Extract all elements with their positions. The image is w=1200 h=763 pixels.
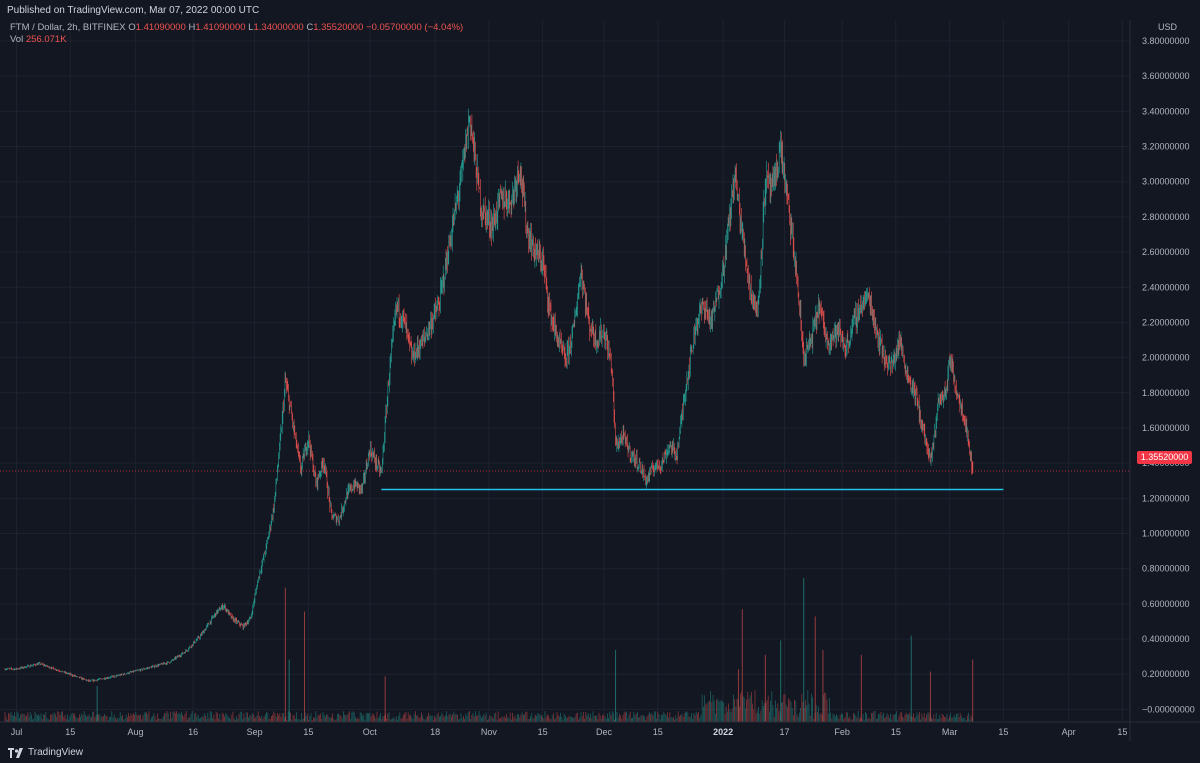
- volume-value: 256.071K: [25, 34, 67, 45]
- last-price-label: 1.35520000: [1137, 451, 1192, 464]
- time-tick-label: Jul: [11, 727, 23, 737]
- time-tick-label: 18: [430, 727, 440, 737]
- ohlc-h: H1.41090000: [185, 22, 246, 33]
- price-tick-label: 1.00000000: [1142, 529, 1190, 539]
- time-tick-label: 16: [188, 727, 198, 737]
- price-axis: 3.80000000 3.60000000 3.40000000 3.20000000…: [1129, 20, 1195, 741]
- symbol-name: FTM / Dollar, 2h, BITFINEX: [10, 22, 126, 33]
- price-tick-label: 0.60000000: [1142, 599, 1190, 609]
- ohlc-l: L1.34000000: [245, 22, 304, 33]
- tradingview-logo[interactable]: TradingView: [8, 747, 83, 758]
- price-tick-label: 2.40000000: [1142, 282, 1190, 292]
- time-tick-label: Aug: [128, 727, 144, 737]
- ohlc-values: O1.41090000 H1.41090000 L1.34000000 C1.3…: [128, 22, 363, 33]
- price-tick-label: 3.20000000: [1142, 142, 1190, 152]
- price-tick-label: 3.60000000: [1142, 71, 1190, 81]
- time-tick-label: Sep: [247, 727, 263, 737]
- publish-header: Published on TradingView.com, Mar 07, 20…: [0, 0, 1200, 20]
- ohlc-o: O1.41090000: [128, 22, 186, 33]
- time-tick-label: 15: [891, 727, 901, 737]
- price-tick-label: 3.40000000: [1142, 106, 1190, 116]
- volume-bars: [4, 578, 974, 722]
- publish-text: Published on TradingView.com, Mar 07, 20…: [7, 5, 260, 16]
- time-tick-label: 15: [303, 727, 313, 737]
- volume-legend: Vol 256.071K: [10, 34, 67, 45]
- currency-label[interactable]: USD: [1158, 22, 1178, 32]
- chart-overlays: [0, 470, 1130, 491]
- chart-grid: [0, 20, 1130, 722]
- time-tick-label: Apr: [1062, 727, 1076, 737]
- price-tick-label: 3.00000000: [1142, 177, 1190, 187]
- tradingview-logo-icon: [8, 747, 23, 758]
- time-tick-label: Dec: [596, 727, 613, 737]
- price-tick-label: 1.20000000: [1142, 493, 1190, 503]
- time-axis: Jul 15 Aug 16 Sep 15 Oct 18 Nov 15 Dec 15 2022 17 Feb 1…: [0, 721, 1200, 737]
- price-tick-label: 2.00000000: [1142, 353, 1190, 363]
- time-tick-label: Oct: [363, 727, 378, 737]
- time-tick-label: Nov: [481, 727, 498, 737]
- time-tick-label: Mar: [942, 727, 958, 737]
- price-tick-label: 0.20000000: [1142, 669, 1190, 679]
- price-tick-label: 1.60000000: [1142, 423, 1190, 433]
- price-tick-label: 2.80000000: [1142, 212, 1190, 222]
- time-tick-label: 15: [1117, 727, 1127, 737]
- time-tick-label: 15: [653, 727, 663, 737]
- time-tick-label: 15: [998, 727, 1008, 737]
- price-tick-label: 2.60000000: [1142, 247, 1190, 257]
- tradingview-logo-text: TradingView: [28, 747, 84, 758]
- candlestick-series: [4, 108, 974, 683]
- change-value: −0.05700000 (−4.04%): [366, 22, 464, 33]
- time-tick-label: 15: [65, 727, 75, 737]
- price-tick-label: 0.40000000: [1142, 634, 1190, 644]
- time-tick-label: Feb: [834, 727, 850, 737]
- price-tick-label: 1.80000000: [1142, 388, 1190, 398]
- chart-footer: TradingView: [0, 741, 1200, 763]
- symbol-legend: FTM / Dollar, 2h, BITFINEX O1.41090000 H…: [10, 22, 463, 33]
- price-tick-label: 0.80000000: [1142, 564, 1190, 574]
- time-tick-label: 2022: [713, 727, 733, 737]
- volume-label: Vol: [10, 34, 24, 45]
- price-tick-label: 3.80000000: [1142, 36, 1190, 46]
- price-tick-label: −0.00000000: [1142, 704, 1195, 714]
- price-tick-label: 2.20000000: [1142, 317, 1190, 327]
- time-tick-label: 17: [780, 727, 790, 737]
- ohlc-c: C1.35520000: [303, 22, 364, 33]
- time-tick-label: 15: [538, 727, 548, 737]
